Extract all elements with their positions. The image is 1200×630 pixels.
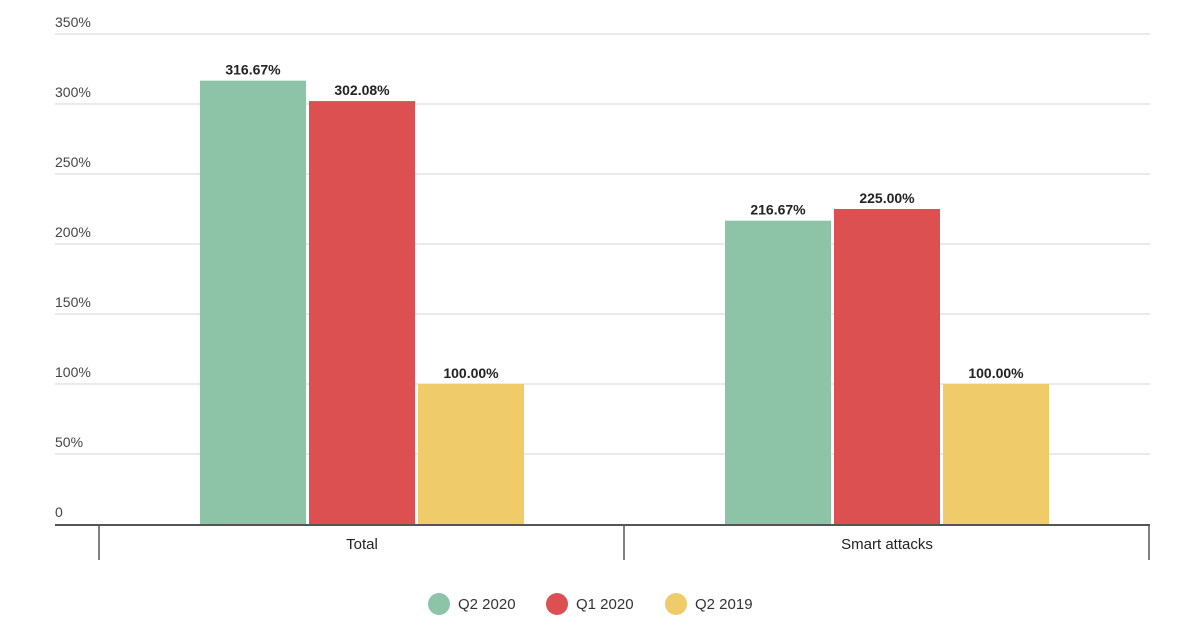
data-label: 100.00% [968, 365, 1024, 381]
legend-swatch [428, 593, 450, 615]
x-category-label: Smart attacks [841, 536, 933, 553]
y-tick-label: 0 [55, 504, 63, 520]
bar [725, 220, 831, 525]
legend-label: Q2 2020 [458, 596, 516, 613]
data-label: 225.00% [859, 190, 915, 206]
y-tick-label: 150% [55, 294, 91, 310]
bar [309, 101, 415, 524]
legend-label: Q1 2020 [576, 596, 634, 613]
bars [200, 80, 1049, 525]
y-tick-label: 100% [55, 364, 91, 380]
y-tick-label: 50% [55, 434, 83, 450]
data-label: 216.67% [750, 202, 806, 218]
data-label: 316.67% [225, 62, 281, 78]
bar [200, 80, 306, 525]
data-label: 100.00% [443, 365, 499, 381]
legend-swatch [665, 593, 687, 615]
bar [943, 384, 1049, 524]
y-tick-label: 300% [55, 84, 91, 100]
data-label: 302.08% [334, 82, 390, 98]
y-axis-tick-labels: 0 50% 100% 150% 200% 250% 300% 350% [55, 14, 91, 520]
y-tick-label: 250% [55, 154, 91, 170]
x-category-label: Total [346, 536, 378, 553]
data-labels: 316.67% 216.67% 302.08% 225.00% 100.00% 100.0… [225, 62, 1024, 381]
legend-swatch [546, 593, 568, 615]
bar [418, 384, 524, 524]
x-axis: Total Smart attacks [55, 524, 1150, 560]
y-tick-label: 200% [55, 224, 91, 240]
legend: Q2 2020 Q1 2020 Q2 2019 [428, 593, 753, 615]
y-tick-label: 350% [55, 14, 91, 30]
bar [834, 209, 940, 524]
legend-label: Q2 2019 [695, 596, 753, 613]
